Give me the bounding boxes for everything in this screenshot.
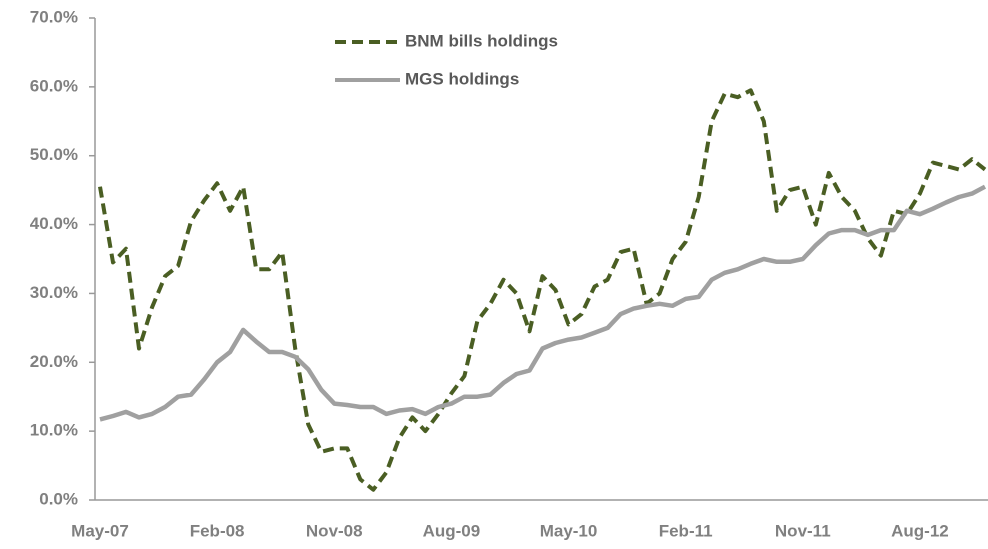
x-tick-label: Nov-08 [306, 521, 363, 540]
legend-label: MGS holdings [405, 69, 519, 88]
line-series [98, 88, 987, 492]
y-tick-label: 30.0% [30, 283, 78, 302]
y-tick-label: 10.0% [30, 421, 78, 440]
x-tick-label: May-10 [540, 521, 598, 540]
x-tick-label: Aug-12 [891, 521, 949, 540]
y-tick-label: 60.0% [30, 76, 78, 95]
x-tick-label: Feb-11 [659, 521, 713, 540]
x-tick-label: Aug-09 [423, 521, 481, 540]
y-tick-label: 0.0% [39, 489, 78, 508]
y-tick-label: 70.0% [30, 7, 78, 26]
y-tick-label: 20.0% [30, 352, 78, 371]
x-tick-label: Feb-08 [190, 521, 245, 540]
y-tick-label: 50.0% [30, 145, 78, 164]
legend-label: BNM bills holdings [405, 31, 558, 50]
line-series [99, 184, 987, 422]
x-tick-label: May-07 [71, 521, 129, 540]
x-tick-label: Nov-11 [775, 521, 831, 540]
y-tick-label: 40.0% [30, 214, 78, 233]
